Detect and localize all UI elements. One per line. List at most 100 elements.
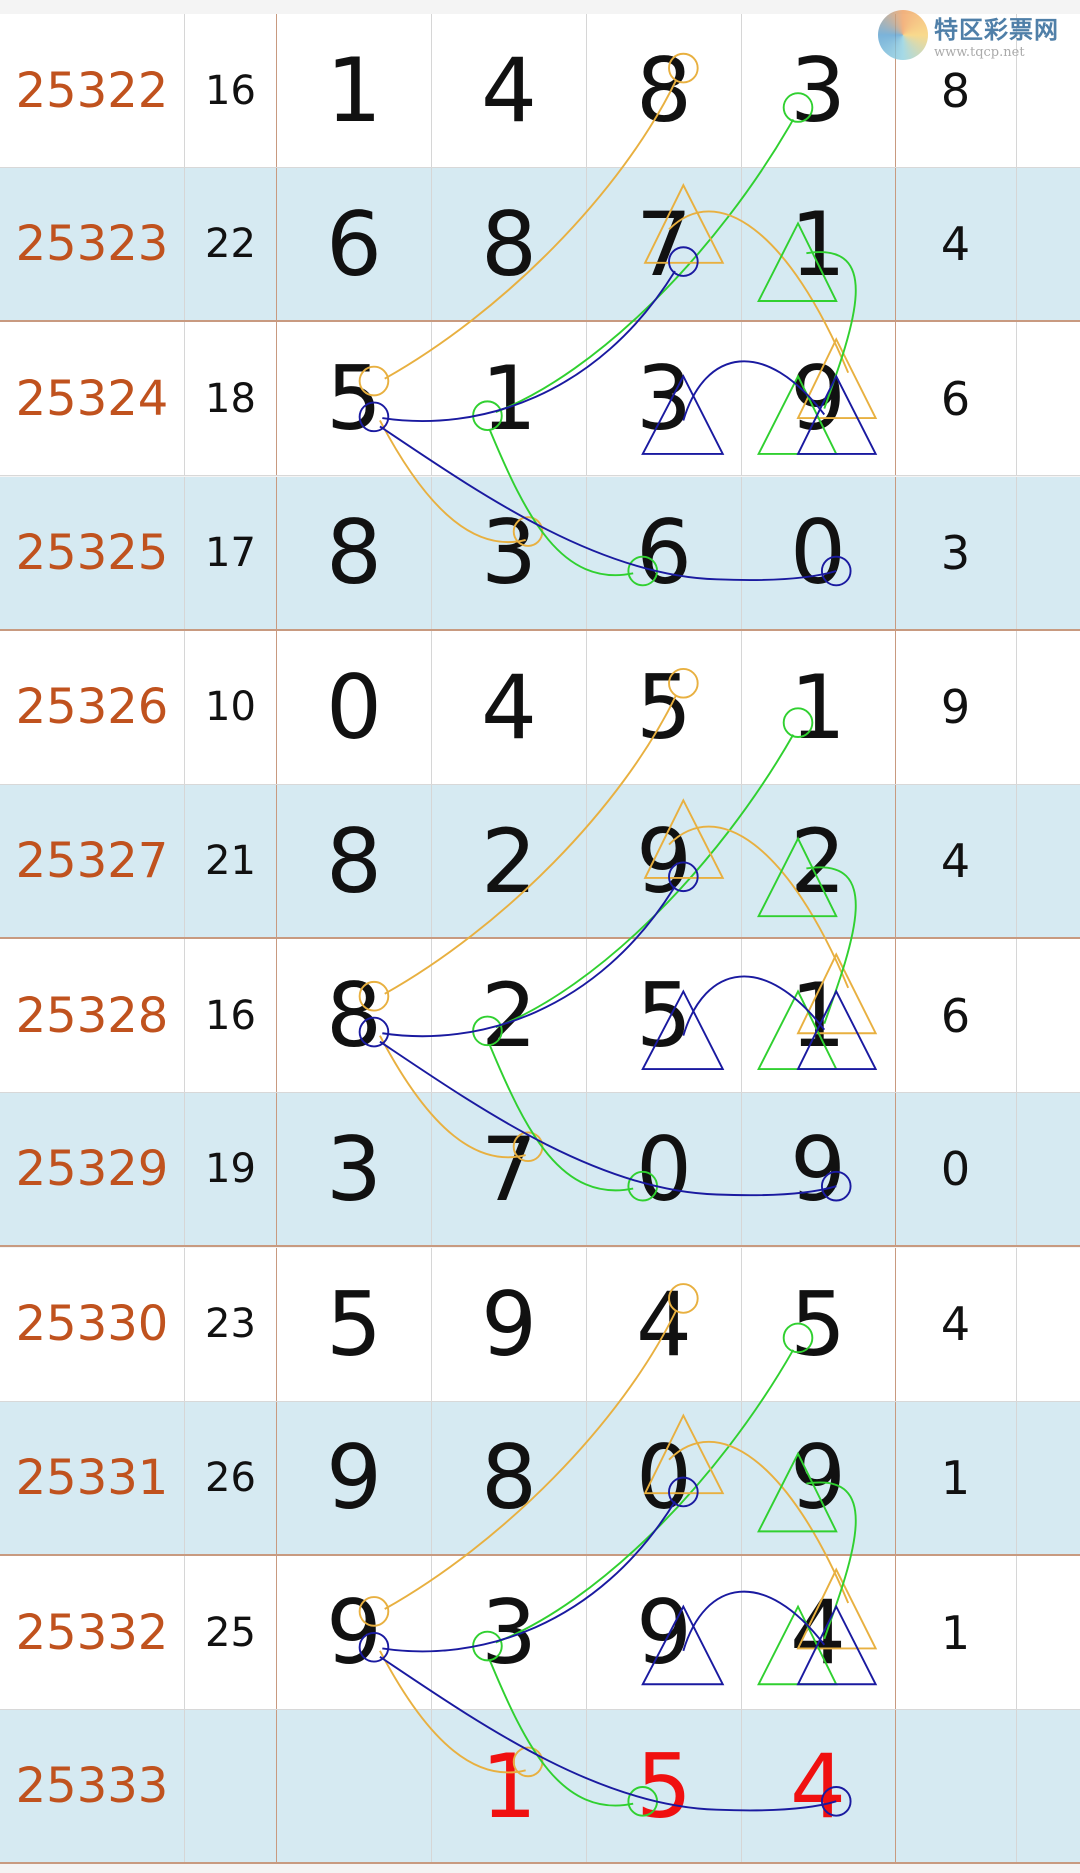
digit-1: [277, 1710, 432, 1863]
sum-value: 26: [185, 1401, 277, 1554]
digit-1: 0: [277, 630, 432, 784]
table-row: 25333 1 5 4: [0, 1710, 1080, 1865]
digit-2: 1: [432, 1710, 587, 1863]
last-value: 9: [895, 630, 1017, 784]
digit-1: 1: [277, 14, 432, 167]
digit-3: 3: [587, 322, 742, 476]
issue-number: 25330: [0, 1247, 185, 1401]
issue-number: 25323: [0, 168, 185, 321]
issue-number: 25332: [0, 1556, 185, 1709]
table-row: 25332 25 9 3 9 4 1: [0, 1556, 1080, 1710]
digit-1: 8: [277, 476, 432, 629]
digit-3: 5: [587, 1710, 742, 1863]
digit-1: 9: [277, 1401, 432, 1554]
last-value: 1: [895, 1556, 1017, 1709]
digit-1: 8: [277, 785, 432, 937]
logo-url: www.tqcp.net: [934, 45, 1025, 60]
last-value: 0: [895, 1093, 1017, 1246]
digit-2: 3: [432, 1556, 587, 1709]
digit-4: 9: [741, 1093, 896, 1246]
digit-4: 2: [741, 785, 896, 937]
digit-2: 7: [432, 1093, 587, 1246]
digit-3: 9: [587, 785, 742, 937]
digit-2: 8: [432, 1401, 587, 1554]
issue-number: 25327: [0, 785, 185, 937]
table-row: 25330 23 5 9 4 5 4: [0, 1247, 1080, 1402]
sum-value: [185, 1710, 277, 1863]
digit-1: 9: [277, 1556, 432, 1709]
issue-number: 25333: [0, 1710, 185, 1863]
digit-3: 0: [587, 1401, 742, 1554]
empty-cell: [1017, 1248, 1080, 1401]
sum-value: 10: [185, 630, 277, 784]
last-value: 1: [895, 1401, 1017, 1554]
digit-3: 8: [587, 14, 742, 167]
digit-4: 4: [741, 1710, 896, 1863]
digit-4: 9: [741, 322, 896, 476]
table-row: 25329 19 3 7 0 9 0: [0, 1093, 1080, 1248]
sum-value: 21: [185, 785, 277, 937]
digit-3: 5: [587, 939, 742, 1093]
digit-2: 8: [432, 168, 587, 321]
digit-1: 5: [277, 1247, 432, 1401]
sum-value: 17: [185, 476, 277, 629]
last-value: 4: [895, 168, 1017, 321]
table-row: 25328 16 8 2 5 1 6: [0, 939, 1080, 1094]
digit-4: 1: [741, 939, 896, 1093]
last-value: 4: [895, 785, 1017, 937]
digit-4: 4: [741, 1556, 896, 1709]
sum-value: 16: [185, 939, 277, 1093]
issue-number: 25328: [0, 939, 185, 1093]
table-row: 25325 17 8 3 6 0 3: [0, 476, 1080, 631]
last-value: 4: [895, 1247, 1017, 1401]
digit-3: 9: [587, 1556, 742, 1709]
sum-value: 18: [185, 322, 277, 476]
last-value: 8: [895, 14, 1017, 167]
sum-value: 16: [185, 14, 277, 167]
issue-number: 25324: [0, 322, 185, 476]
last-value: 3: [895, 476, 1017, 629]
digit-2: 4: [432, 14, 587, 167]
empty-cell: [1017, 631, 1080, 784]
digit-3: 5: [587, 630, 742, 784]
last-value: 6: [895, 322, 1017, 476]
digit-4: 5: [741, 1247, 896, 1401]
issue-number: 25325: [0, 476, 185, 629]
digit-1: 5: [277, 322, 432, 476]
table-row: 25323 22 6 8 7 1 4: [0, 168, 1080, 323]
issue-number: 25331: [0, 1401, 185, 1554]
logo-swirl-icon: [878, 10, 928, 60]
logo-name: 特区彩票网: [934, 16, 1059, 44]
digit-4: 1: [741, 168, 896, 321]
empty-cell: [1017, 477, 1080, 629]
table-row: 25324 18 5 1 3 9 6: [0, 322, 1080, 477]
digit-3: 6: [587, 476, 742, 629]
last-value: [895, 1710, 1017, 1863]
digit-2: 9: [432, 1247, 587, 1401]
empty-cell: [1017, 322, 1080, 475]
digit-1: 3: [277, 1093, 432, 1246]
sum-value: 23: [185, 1247, 277, 1401]
empty-cell: [1017, 1093, 1080, 1245]
sum-value: 22: [185, 168, 277, 321]
digit-4: 0: [741, 476, 896, 629]
digit-2: 2: [432, 785, 587, 937]
issue-number: 25326: [0, 630, 185, 784]
table-row: 25331 26 9 8 0 9 1: [0, 1401, 1080, 1556]
logo: 特区彩票网 www.tqcp.net: [878, 10, 1059, 60]
digit-2: 1: [432, 322, 587, 476]
table-row: 25326 10 0 4 5 1 9: [0, 630, 1080, 785]
empty-cell: [1017, 1402, 1080, 1554]
issue-number: 25322: [0, 14, 185, 167]
empty-cell: [1017, 939, 1080, 1092]
digit-3: 4: [587, 1247, 742, 1401]
empty-cell: [1017, 168, 1080, 320]
table-row: 25327 21 8 2 9 2 4: [0, 785, 1080, 939]
digit-2: 4: [432, 630, 587, 784]
digit-2: 3: [432, 476, 587, 629]
digit-3: 0: [587, 1093, 742, 1246]
digit-4: 9: [741, 1401, 896, 1554]
sum-value: 19: [185, 1093, 277, 1246]
digit-4: 3: [741, 14, 896, 167]
empty-cell: [1017, 785, 1080, 937]
